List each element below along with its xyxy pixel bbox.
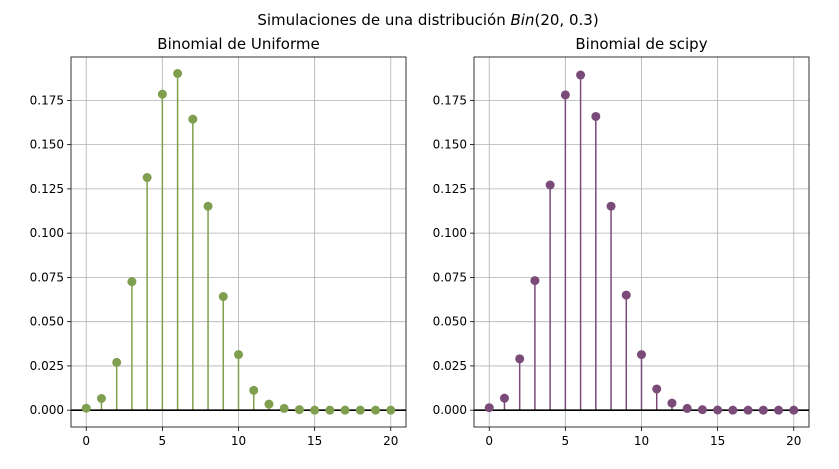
stem-marker: [499, 393, 509, 403]
stem-marker: [371, 405, 381, 415]
stem-marker: [728, 405, 738, 415]
stem-marker: [743, 405, 753, 415]
stem-marker: [112, 357, 122, 367]
x-tick-label: 0: [82, 434, 90, 448]
y-tick-label: 0.000: [433, 403, 467, 417]
left-subplot: Binomial de Uniforme 0 5 10 15 20 0.000 0.025 0…: [30, 35, 407, 448]
stem-marker: [667, 398, 677, 408]
stem-marker: [621, 290, 631, 300]
stem-marker: [560, 90, 570, 100]
x-tick-label: 20: [786, 434, 801, 448]
y-tick-label: 0.175: [433, 93, 467, 107]
stem-marker: [606, 201, 616, 211]
y-tick-label: 0.100: [433, 226, 467, 240]
stem-marker: [81, 403, 91, 413]
x-tick-label: 5: [562, 434, 570, 448]
x-tick-label: 10: [231, 434, 246, 448]
y-tick-label: 0.150: [433, 138, 467, 152]
stem-marker: [484, 403, 494, 413]
stem-marker: [249, 385, 259, 395]
stem-marker: [637, 350, 646, 360]
stem-marker: [96, 393, 106, 403]
stem-marker: [355, 405, 365, 415]
x-tick-label: 15: [307, 434, 322, 448]
stem-marker: [774, 405, 784, 415]
y-tick-label: 0.075: [433, 270, 467, 284]
stem-marker: [157, 89, 167, 99]
y-tick-label: 0.150: [30, 138, 64, 152]
stem-marker: [758, 405, 768, 415]
stem-marker: [310, 405, 320, 415]
stem-marker: [188, 114, 198, 124]
x-tick-label: 5: [159, 434, 167, 448]
stem-marker: [142, 173, 152, 183]
stem-marker: [591, 111, 601, 121]
stem-marker: [264, 399, 274, 409]
y-tick-label: 0.025: [30, 359, 64, 373]
stem-marker: [218, 292, 228, 302]
stem-marker: [697, 405, 707, 415]
stem-marker: [530, 276, 540, 286]
stem-marker: [789, 405, 799, 415]
x-tick-label: 15: [710, 434, 725, 448]
y-tick-label: 0.125: [433, 182, 467, 196]
figure-suptitle: Simulaciones de una distribución Bin(20,…: [257, 11, 598, 29]
stem-marker: [203, 201, 213, 211]
y-tick-label: 0.125: [30, 182, 64, 196]
y-tick-label: 0.175: [30, 93, 64, 107]
stem-marker: [515, 354, 525, 364]
stem-marker: [325, 405, 335, 415]
y-tick-label: 0.050: [433, 315, 467, 329]
stem-marker: [173, 68, 183, 78]
right-subplot: Binomial de scipy 0 5 10 15 20 0.000 0.025 0.05…: [433, 35, 810, 448]
stem-marker: [234, 350, 243, 360]
y-tick-label: 0.025: [433, 359, 467, 373]
stem-marker: [294, 405, 304, 415]
right-subplot-title: Binomial de scipy: [575, 35, 707, 53]
y-tick-label: 0.100: [30, 226, 64, 240]
y-tick-label: 0.075: [30, 270, 64, 284]
x-tick-label: 10: [634, 434, 649, 448]
stem-marker: [386, 405, 396, 415]
stem-marker: [127, 277, 137, 287]
y-tick-label: 0.050: [30, 315, 64, 329]
x-tick-label: 0: [485, 434, 493, 448]
stem-marker: [652, 384, 662, 394]
stem-marker: [279, 403, 289, 413]
suptitle-math: Bin: [511, 11, 535, 29]
suptitle-args: (20, 0.3): [534, 11, 598, 29]
x-tick-label: 20: [383, 434, 398, 448]
y-tick-label: 0.000: [30, 403, 64, 417]
stem-marker: [576, 70, 586, 80]
left-subplot-title: Binomial de Uniforme: [157, 35, 319, 53]
suptitle-prefix: Simulaciones de una distribución: [257, 11, 510, 29]
stem-marker: [713, 405, 723, 415]
stem-marker: [682, 403, 692, 413]
stem-marker: [340, 405, 350, 415]
stem-marker: [545, 180, 555, 190]
